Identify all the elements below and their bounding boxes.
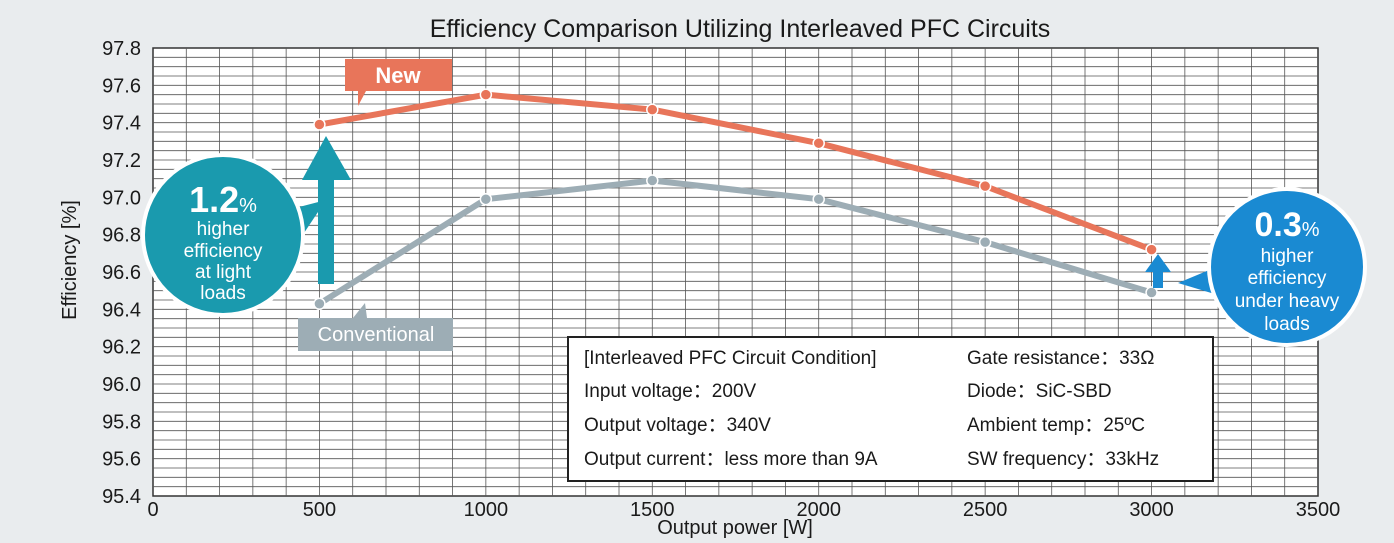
y-axis-label: Efficiency [%] — [59, 200, 81, 320]
y-tick-label: 97.6 — [102, 75, 141, 97]
y-tick-label: 96.6 — [102, 262, 141, 284]
data-point-conventional — [479, 192, 493, 206]
y-tick-label: 96.4 — [102, 299, 141, 321]
svg-text:1.2%: 1.2% — [189, 179, 257, 220]
condition-output-voltage: Output voltage：340V — [584, 415, 771, 436]
data-point-new — [978, 179, 992, 193]
x-tick-label: 3500 — [1296, 499, 1341, 521]
condition-gate-resistance: Gate resistance：33Ω — [967, 348, 1154, 369]
heavy-load-unit: % — [1302, 219, 1320, 241]
light-load-callout: 1.2% higher efficiency at light loads — [141, 153, 326, 317]
y-tick-label: 95.4 — [102, 486, 141, 508]
heavy-load-line-1: higher — [1261, 246, 1314, 267]
conditions-box: [Interleaved PFC Circuit Condition] Inpu… — [567, 336, 1214, 482]
light-load-line-1: higher — [197, 219, 250, 240]
y-tick-label: 96.2 — [102, 337, 141, 359]
y-tick-label: 95.8 — [102, 411, 141, 433]
x-tick-label: 0 — [147, 499, 158, 521]
series-line-new — [316, 91, 1155, 253]
y-tick-label: 97.2 — [102, 150, 141, 172]
y-tick-label: 95.6 — [102, 449, 141, 471]
legend-conventional-tag: Conventional — [298, 303, 453, 351]
data-point-new — [313, 118, 326, 131]
heavy-load-value: 0.3 — [1254, 206, 1301, 244]
data-point-new — [812, 136, 825, 150]
data-point-new — [1145, 243, 1158, 256]
y-axis-ticks: 95.4 95.6 95.8 96.0 96.2 96.4 96.6 96.8 97.0 97.2… — [102, 38, 141, 508]
heavy-load-line-4: loads — [1264, 314, 1309, 335]
x-tick-label: 500 — [303, 499, 336, 521]
x-tick-label: 2500 — [963, 499, 1008, 521]
y-tick-label: 97.4 — [102, 113, 141, 135]
y-tick-label: 97.8 — [102, 38, 141, 60]
condition-diode: Diode：SiC-SBD — [967, 381, 1112, 402]
svg-text:0.3%: 0.3% — [1254, 206, 1319, 244]
heavy-load-line-3: under heavy — [1235, 291, 1340, 312]
y-tick-label: 96.8 — [102, 225, 141, 247]
data-point-new — [479, 88, 493, 101]
heavy-load-line-2: efficiency — [1248, 268, 1327, 289]
condition-ambient-temp: Ambient temp：25ºC — [967, 415, 1145, 436]
condition-sw-frequency: SW frequency：33kHz — [967, 449, 1159, 470]
condition-output-current: Output current：less more than 9A — [584, 449, 878, 470]
heavy-load-arrow — [1145, 254, 1171, 288]
light-load-value: 1.2 — [189, 179, 239, 220]
data-point-conventional — [978, 235, 992, 249]
light-load-line-3: at light — [195, 262, 252, 283]
x-tick-label: 1500 — [630, 499, 675, 521]
x-tick-label: 2000 — [796, 499, 841, 521]
legend-new-tag: New — [345, 59, 452, 106]
condition-input-voltage: Input voltage：200V — [584, 381, 757, 402]
data-point-conventional — [1145, 286, 1158, 299]
x-tick-label: 1000 — [464, 499, 509, 521]
light-load-unit: % — [239, 195, 257, 217]
x-tick-label: 3000 — [1129, 499, 1174, 521]
data-point-new — [646, 103, 659, 116]
data-point-conventional — [812, 192, 825, 206]
data-point-conventional — [646, 174, 659, 187]
data-point-conventional — [313, 297, 326, 310]
chart-title: Efficiency Comparison Utilizing Interlea… — [430, 15, 1051, 43]
legend-new-label: New — [375, 63, 421, 88]
y-tick-label: 97.0 — [102, 187, 141, 209]
light-load-line-4: loads — [200, 283, 245, 304]
light-load-line-2: efficiency — [184, 241, 263, 262]
x-axis-ticks: 0 500 1000 1500 2000 2500 3000 3500 — [147, 499, 1340, 521]
x-axis-label: Output power [W] — [657, 517, 813, 539]
y-tick-label: 96.0 — [102, 374, 141, 396]
legend-conventional-label: Conventional — [318, 324, 435, 346]
series-line-conventional — [316, 177, 1155, 307]
series-layer — [313, 88, 1158, 310]
heavy-load-callout: 0.3% higher efficiency under heavy loads — [1178, 187, 1367, 347]
condition-heading: [Interleaved PFC Circuit Condition] — [584, 348, 877, 369]
